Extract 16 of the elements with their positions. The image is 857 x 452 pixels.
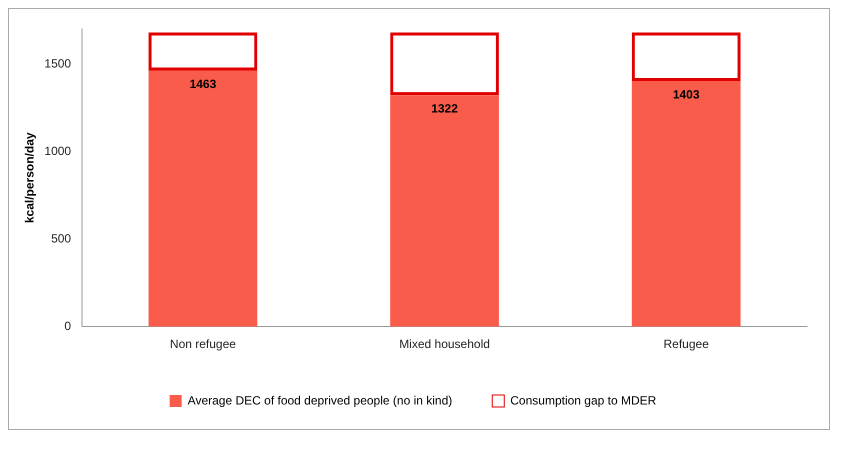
legend-label: Consumption gap to MDER xyxy=(510,393,657,408)
bar xyxy=(632,80,741,327)
y-tick-label: 1500 xyxy=(44,56,72,70)
x-tick-label: Non refugee xyxy=(170,337,236,352)
data-label: 1463 xyxy=(190,76,217,91)
x-tick-label: Refugee xyxy=(663,337,710,352)
bar xyxy=(390,95,499,327)
bar xyxy=(148,70,258,327)
y-tick-label: 1000 xyxy=(44,144,72,158)
legend-label: Average DEC of food deprived people (no in kind) xyxy=(188,393,452,408)
y-tick-label: 500 xyxy=(51,231,72,246)
x-tick-label: Mixed household xyxy=(399,337,490,352)
data-label: 1322 xyxy=(431,101,458,116)
data-label: 1403 xyxy=(672,87,700,102)
y-tick-label: 0 xyxy=(64,318,72,333)
y-axis-title: kcal/person/day xyxy=(22,132,37,224)
